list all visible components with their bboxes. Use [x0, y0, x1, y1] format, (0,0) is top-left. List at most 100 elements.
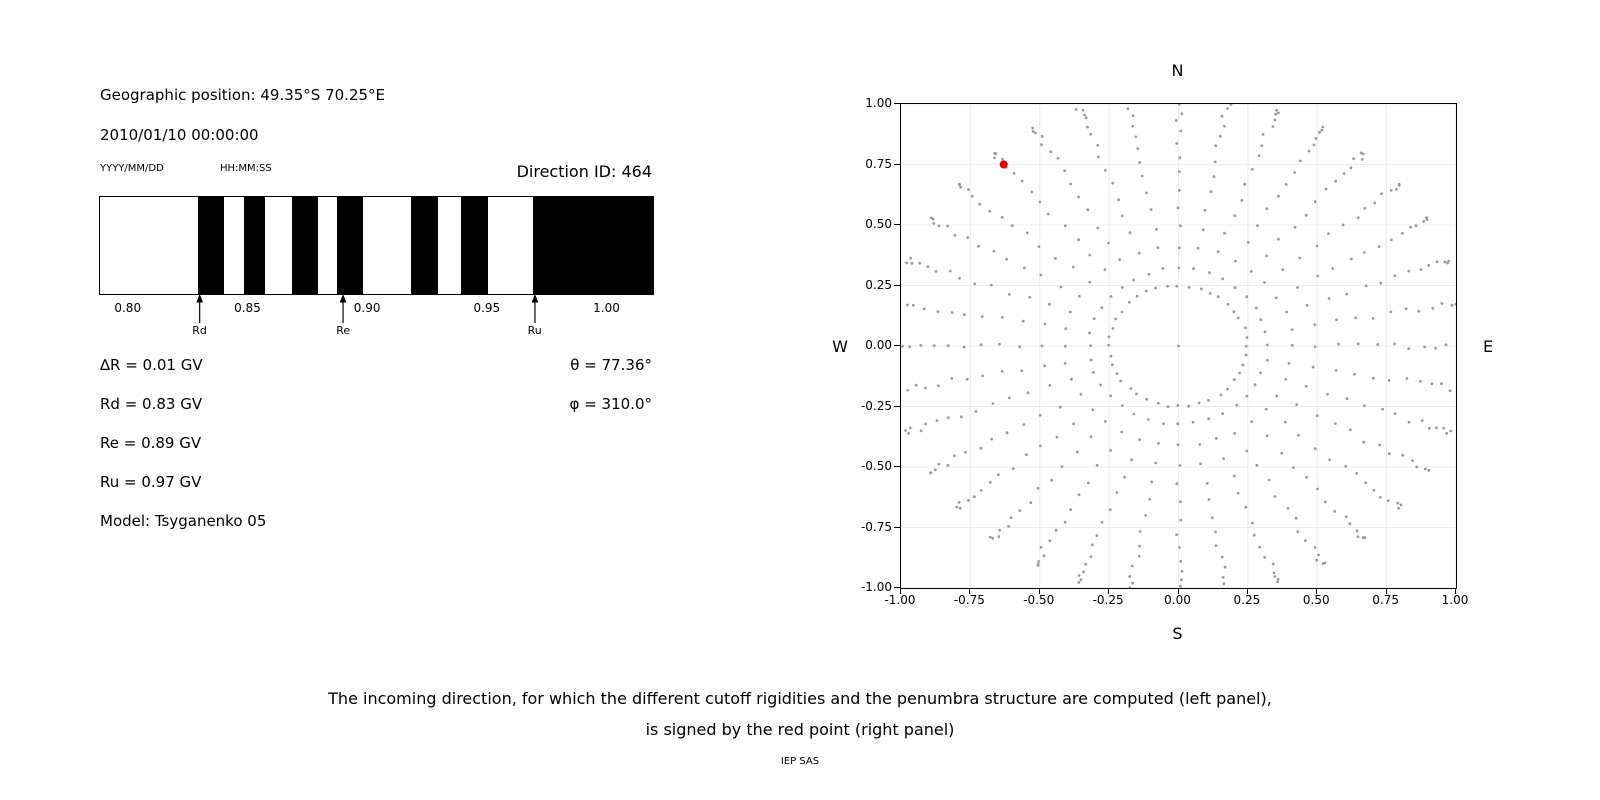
ray-dot: [1387, 379, 1391, 382]
ray-dot: [1037, 560, 1041, 563]
ray-dot: [1207, 417, 1211, 421]
ray-dot: [1387, 452, 1391, 456]
ray-dot: [1261, 133, 1265, 136]
ray-dot: [1362, 404, 1366, 408]
rigidity-marker-re: Re: [336, 294, 350, 337]
ray-dot: [1043, 364, 1046, 368]
ray-dot: [1341, 223, 1345, 227]
ray-dot: [1000, 215, 1004, 219]
ray-dot: [1091, 408, 1095, 412]
ring-dot: [1219, 393, 1223, 397]
ray-dot: [1447, 259, 1451, 263]
ray-dot: [1054, 528, 1058, 532]
ray-dot: [1323, 500, 1327, 504]
ray-dot: [1263, 556, 1267, 559]
ray-dot: [1342, 172, 1346, 175]
ray-dot: [1022, 423, 1026, 426]
ray-dot: [1176, 206, 1180, 210]
ray-dot: [1393, 342, 1396, 346]
ray-dot: [1274, 112, 1278, 116]
ray-dot: [1265, 434, 1269, 438]
ray-dot: [1154, 461, 1158, 465]
ray-dot: [1207, 498, 1211, 501]
ray-dot: [1425, 216, 1428, 220]
ray-dot: [1199, 462, 1202, 466]
y-axis-tick-mark: [894, 587, 900, 588]
ray-dot: [953, 233, 957, 237]
ray-dot: [1364, 284, 1368, 288]
ray-dot: [1427, 426, 1431, 430]
ray-dot: [1411, 459, 1414, 462]
ray-dot: [1099, 383, 1103, 387]
ray-dot: [906, 388, 910, 392]
ray-dot: [1086, 208, 1090, 212]
up-arrow-icon: [339, 294, 347, 323]
ray-dot: [1417, 309, 1421, 313]
ray-dot: [1074, 108, 1078, 111]
ray-dot: [1084, 116, 1088, 120]
ray-dot: [1205, 482, 1209, 485]
rigidity-axis-tick-label: 0.85: [234, 301, 261, 315]
ray-dot: [1327, 297, 1331, 300]
ray-dot: [1072, 422, 1075, 426]
ray-dot: [1138, 161, 1141, 164]
ray-dot: [958, 506, 962, 510]
ray-dot: [1178, 156, 1182, 160]
ray-dot: [1334, 179, 1338, 183]
ray-dot: [1260, 144, 1264, 148]
ray-dot: [966, 236, 970, 240]
ray-dot: [1220, 555, 1224, 559]
ray-dot: [1083, 113, 1086, 117]
ray-dot: [964, 450, 967, 454]
ray-dot: [919, 429, 923, 433]
ray-dot: [950, 311, 954, 314]
ray-dot: [1201, 228, 1205, 232]
ray-dot: [967, 188, 970, 191]
ray-dot: [1128, 231, 1132, 235]
ray-dot: [974, 410, 978, 413]
ray-dot: [1334, 422, 1337, 425]
ray-dot: [1096, 226, 1100, 230]
ray-dot: [1179, 224, 1182, 228]
ray-dot: [1077, 581, 1081, 584]
ray-dot: [1025, 231, 1029, 235]
ray-dot: [1157, 441, 1160, 445]
ray-dot: [1233, 286, 1237, 290]
rigidity-marker-label: Re: [336, 324, 351, 337]
ray-dot: [1314, 136, 1318, 140]
ray-dot: [1031, 126, 1035, 130]
ring-dot: [1216, 295, 1220, 298]
x-axis-tick-mark: [1177, 588, 1179, 594]
ray-dot: [1305, 303, 1309, 307]
ray-dot: [1149, 208, 1153, 212]
x-axis-tick-label: -0.75: [953, 593, 985, 607]
ray-dot: [1011, 467, 1015, 470]
ray-dot: [1208, 271, 1211, 274]
y-axis-tick-label: 0.00: [865, 338, 892, 352]
ray-dot: [1450, 303, 1454, 307]
ray-dot: [1352, 157, 1355, 161]
ray-dot: [1249, 270, 1253, 273]
ray-dot: [1048, 539, 1052, 543]
ray-dot: [1077, 493, 1081, 497]
ray-dot: [1088, 331, 1091, 335]
ray-dot: [1177, 246, 1181, 250]
ray-dot: [1378, 495, 1382, 499]
ray-dot: [1058, 405, 1062, 409]
ray-dot: [932, 344, 936, 348]
ray-dot: [1063, 344, 1067, 348]
ray-dot: [1107, 241, 1110, 245]
ray-dot: [1140, 174, 1144, 178]
ray-dot: [1344, 515, 1348, 519]
ray-dot: [1311, 365, 1315, 369]
ring-dot: [1111, 327, 1115, 330]
rigidity-marker-label: Rd: [192, 324, 207, 337]
ray-dot: [1038, 200, 1042, 204]
ray-dot: [1422, 220, 1426, 223]
ray-dot: [1212, 175, 1216, 178]
ray-dot: [978, 202, 982, 206]
ray-dot: [1362, 251, 1366, 254]
x-axis-tick-mark: [1108, 588, 1110, 594]
ray-dot: [1034, 131, 1037, 135]
ray-dot: [1084, 562, 1088, 566]
